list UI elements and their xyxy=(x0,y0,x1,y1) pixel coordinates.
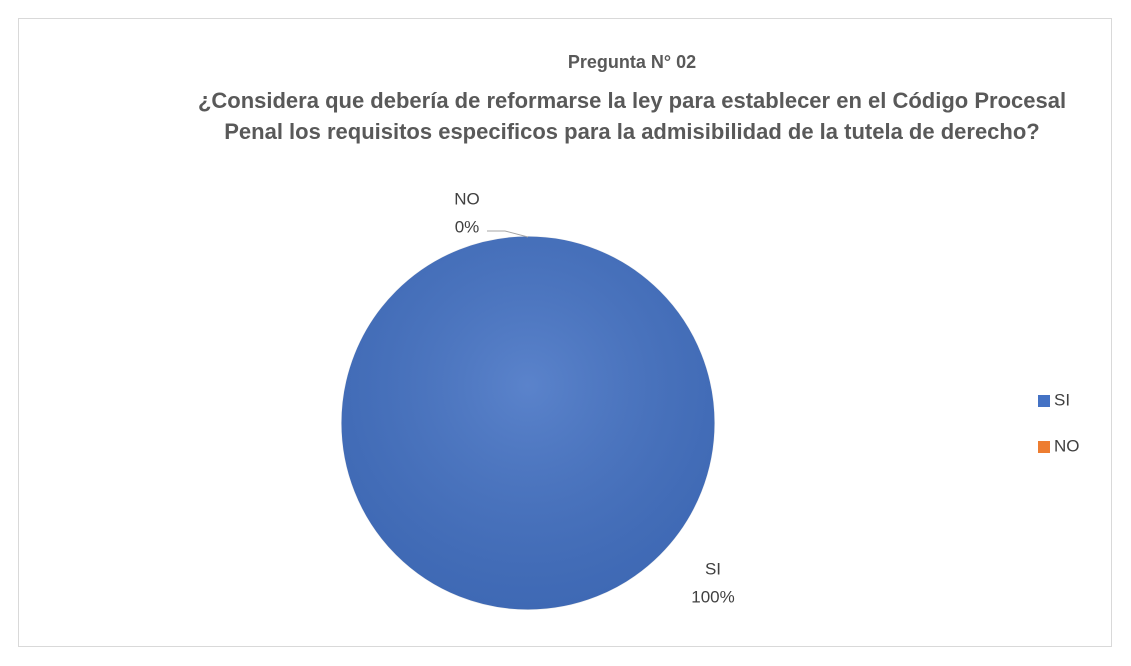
legend-swatch xyxy=(1038,395,1050,407)
legend-swatch xyxy=(1038,441,1050,453)
leader-line xyxy=(487,230,529,238)
chart-title: Pregunta N° 02 xyxy=(567,52,697,72)
slice-shade xyxy=(341,236,715,610)
legend-label: NO xyxy=(1054,436,1080,455)
data-label-value: 0% xyxy=(455,217,480,236)
chart-frame xyxy=(18,18,1112,647)
legend-label: SI xyxy=(1054,390,1070,409)
data-label-category: NO xyxy=(454,189,480,208)
data-label-category: SI xyxy=(705,559,721,578)
chart-subtitle: ¿Considera que debería de reformarse la … xyxy=(197,88,1067,144)
data-label-value: 100% xyxy=(691,587,734,606)
